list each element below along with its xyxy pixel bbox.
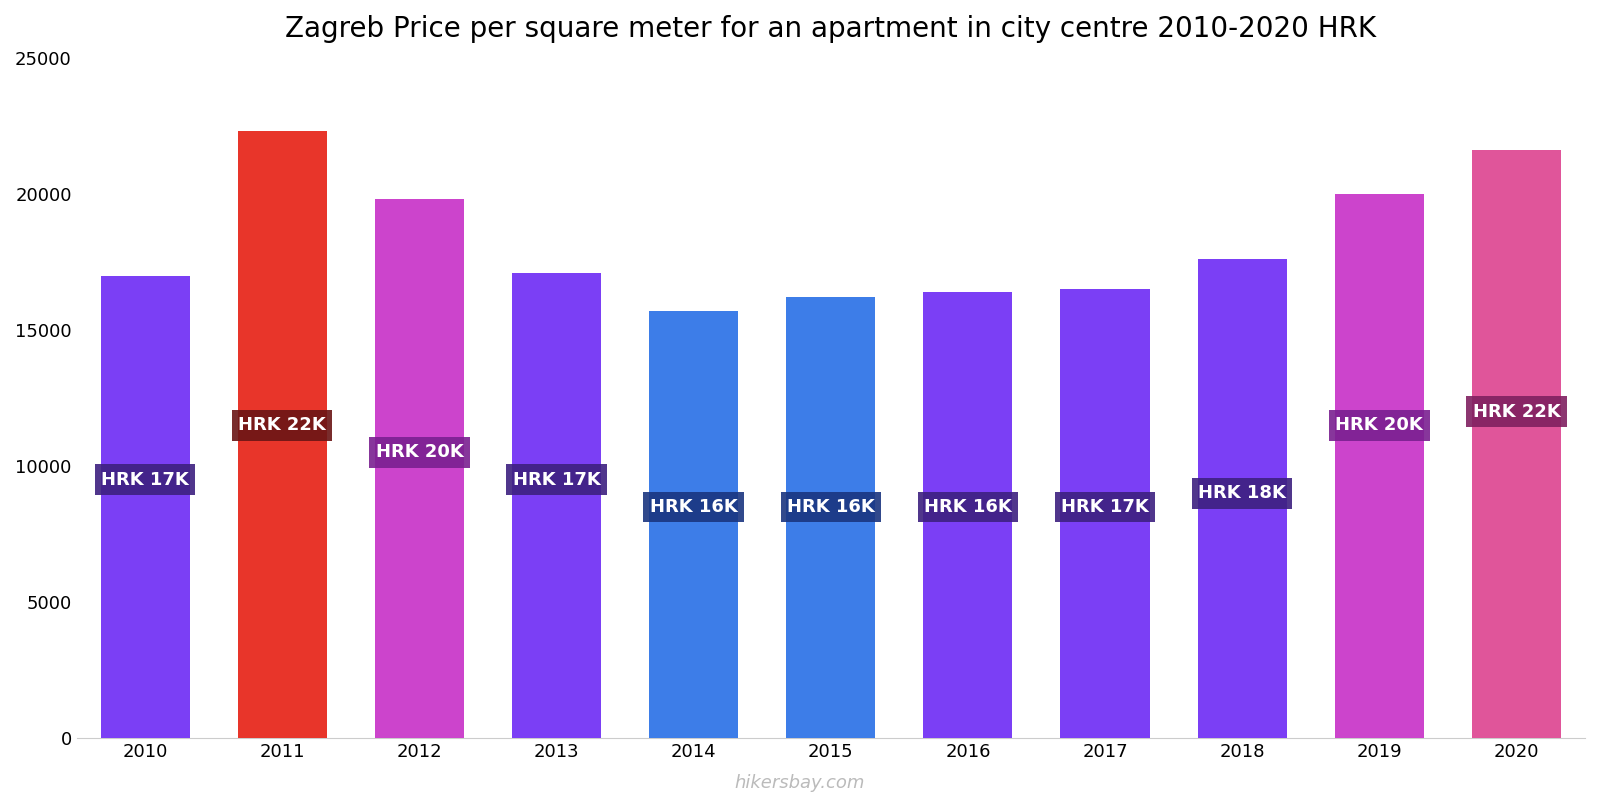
- Bar: [1472, 150, 1562, 738]
- Text: HRK 20K: HRK 20K: [376, 443, 464, 462]
- Text: HRK 20K: HRK 20K: [1336, 416, 1422, 434]
- Bar: [1061, 289, 1150, 738]
- Bar: [1198, 259, 1286, 738]
- Text: HRK 17K: HRK 17K: [512, 470, 600, 489]
- Text: HRK 22K: HRK 22K: [1472, 402, 1560, 421]
- Title: Zagreb Price per square meter for an apartment in city centre 2010-2020 HRK: Zagreb Price per square meter for an apa…: [285, 15, 1376, 43]
- Text: HRK 18K: HRK 18K: [1198, 484, 1286, 502]
- Bar: [786, 298, 875, 738]
- Bar: [650, 311, 738, 738]
- Text: HRK 22K: HRK 22K: [238, 416, 326, 434]
- Bar: [923, 292, 1013, 738]
- Text: HRK 17K: HRK 17K: [101, 470, 189, 489]
- Bar: [101, 275, 190, 738]
- Text: hikersbay.com: hikersbay.com: [734, 774, 866, 792]
- Text: HRK 16K: HRK 16K: [925, 498, 1011, 516]
- Bar: [1334, 194, 1424, 738]
- Bar: [238, 131, 326, 738]
- Text: HRK 16K: HRK 16K: [787, 498, 875, 516]
- Text: HRK 17K: HRK 17K: [1061, 498, 1149, 516]
- Bar: [374, 199, 464, 738]
- Bar: [512, 273, 602, 738]
- Text: HRK 16K: HRK 16K: [650, 498, 738, 516]
